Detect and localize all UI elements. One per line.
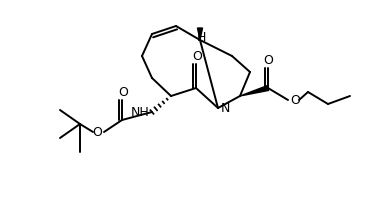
Polygon shape xyxy=(197,28,202,40)
Text: O: O xyxy=(92,125,102,139)
Text: O: O xyxy=(192,50,202,63)
Text: N: N xyxy=(221,102,230,114)
Text: H: H xyxy=(196,31,206,44)
Text: NH: NH xyxy=(131,105,150,119)
Text: O: O xyxy=(290,93,300,106)
Text: O: O xyxy=(118,86,128,99)
Polygon shape xyxy=(240,86,269,96)
Text: O: O xyxy=(263,54,273,67)
